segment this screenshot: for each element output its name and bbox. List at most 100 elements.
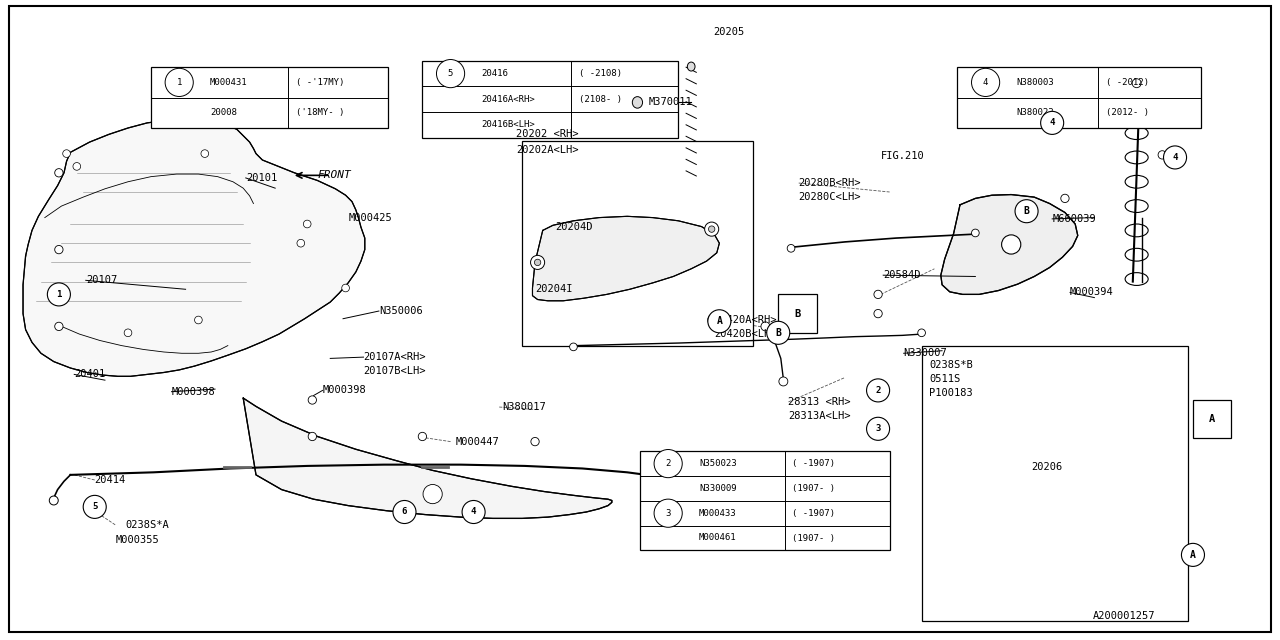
Ellipse shape <box>708 310 731 333</box>
Ellipse shape <box>55 168 63 177</box>
Text: 20416: 20416 <box>481 69 508 78</box>
Text: (1907- ): (1907- ) <box>792 534 836 543</box>
Text: ( -2012): ( -2012) <box>1106 78 1149 87</box>
Text: 20401: 20401 <box>74 369 105 380</box>
Ellipse shape <box>705 222 719 236</box>
Ellipse shape <box>470 508 477 516</box>
Ellipse shape <box>972 68 1000 97</box>
Text: 4: 4 <box>471 508 476 516</box>
Bar <box>151 67 388 128</box>
Ellipse shape <box>1125 273 1148 285</box>
Ellipse shape <box>654 449 682 477</box>
Text: A: A <box>1210 414 1215 424</box>
Ellipse shape <box>55 245 63 254</box>
Text: FRONT: FRONT <box>317 170 351 180</box>
Ellipse shape <box>50 496 59 505</box>
Text: 20107B<LH>: 20107B<LH> <box>364 366 426 376</box>
Ellipse shape <box>124 329 132 337</box>
Polygon shape <box>243 398 612 518</box>
Polygon shape <box>23 119 365 376</box>
Text: M000447: M000447 <box>456 436 499 447</box>
Ellipse shape <box>709 226 716 232</box>
Bar <box>957 67 1201 128</box>
Bar <box>1193 400 1231 438</box>
Ellipse shape <box>1125 102 1148 115</box>
Text: 6: 6 <box>402 508 407 516</box>
Ellipse shape <box>1158 150 1166 159</box>
Text: 20420A<RH>: 20420A<RH> <box>714 315 777 325</box>
Text: 20202A<LH>: 20202A<LH> <box>516 145 579 155</box>
Ellipse shape <box>1061 195 1069 202</box>
Text: 20205: 20205 <box>713 27 744 37</box>
Text: N330007: N330007 <box>904 348 947 358</box>
Ellipse shape <box>1125 200 1148 212</box>
Text: (2012- ): (2012- ) <box>1106 108 1149 117</box>
Text: 20101: 20101 <box>246 173 276 183</box>
Ellipse shape <box>55 322 63 330</box>
Ellipse shape <box>63 150 70 157</box>
Bar <box>922 346 1188 621</box>
Ellipse shape <box>570 343 577 351</box>
Ellipse shape <box>1128 74 1146 92</box>
Text: B: B <box>1024 206 1029 216</box>
Text: M370011: M370011 <box>649 97 692 108</box>
Text: M000431: M000431 <box>210 78 247 87</box>
Text: A: A <box>1190 550 1196 560</box>
Text: FIG.210: FIG.210 <box>881 151 924 161</box>
Text: 20280C<LH>: 20280C<LH> <box>799 192 861 202</box>
Ellipse shape <box>1164 146 1187 169</box>
Ellipse shape <box>787 244 795 252</box>
Ellipse shape <box>201 150 209 157</box>
Text: 20416B<LH>: 20416B<LH> <box>481 120 535 129</box>
Text: 1: 1 <box>56 290 61 299</box>
Ellipse shape <box>1125 175 1148 188</box>
Ellipse shape <box>767 321 790 344</box>
Text: N350023: N350023 <box>699 459 736 468</box>
Text: P100183: P100183 <box>929 388 973 398</box>
Ellipse shape <box>462 500 485 524</box>
Text: N330009: N330009 <box>699 484 736 493</box>
Ellipse shape <box>1181 543 1204 566</box>
Bar <box>640 451 890 550</box>
Text: 2: 2 <box>666 459 671 468</box>
Text: N380017: N380017 <box>502 402 545 412</box>
Text: 20107A<RH>: 20107A<RH> <box>364 352 426 362</box>
Ellipse shape <box>195 316 202 324</box>
Text: A200001257: A200001257 <box>1093 611 1156 621</box>
Text: 5: 5 <box>448 69 453 78</box>
Text: 28313A<LH>: 28313A<LH> <box>788 411 851 421</box>
Ellipse shape <box>1001 235 1021 254</box>
Ellipse shape <box>778 377 788 386</box>
Ellipse shape <box>654 499 682 527</box>
Text: 4: 4 <box>983 78 988 87</box>
Ellipse shape <box>83 495 106 518</box>
Text: 20206: 20206 <box>1032 462 1062 472</box>
Ellipse shape <box>632 97 643 108</box>
Ellipse shape <box>47 283 70 306</box>
Ellipse shape <box>1125 127 1148 140</box>
Text: M000394: M000394 <box>1070 287 1114 298</box>
Text: 20414: 20414 <box>95 475 125 485</box>
Text: M000398: M000398 <box>172 387 215 397</box>
Ellipse shape <box>419 433 426 440</box>
Ellipse shape <box>342 284 349 292</box>
Text: 20420B<LH>: 20420B<LH> <box>714 329 777 339</box>
Text: M000461: M000461 <box>699 534 736 543</box>
Text: 2: 2 <box>876 386 881 395</box>
Text: 20280B<RH>: 20280B<RH> <box>799 178 861 188</box>
Text: N380003: N380003 <box>1016 78 1053 87</box>
Ellipse shape <box>308 396 316 404</box>
Ellipse shape <box>763 511 773 520</box>
Text: 20204I: 20204I <box>535 284 572 294</box>
Text: ('18MY- ): ('18MY- ) <box>296 108 344 117</box>
Text: 20204D: 20204D <box>556 222 593 232</box>
Ellipse shape <box>918 329 925 337</box>
Text: 3: 3 <box>876 424 881 433</box>
Text: B: B <box>776 328 781 338</box>
Ellipse shape <box>1125 151 1148 164</box>
Ellipse shape <box>760 322 771 331</box>
Text: 0511S: 0511S <box>929 374 960 384</box>
Text: 3: 3 <box>666 509 671 518</box>
Text: 4: 4 <box>1050 118 1055 127</box>
Text: ( -1907): ( -1907) <box>792 509 836 518</box>
